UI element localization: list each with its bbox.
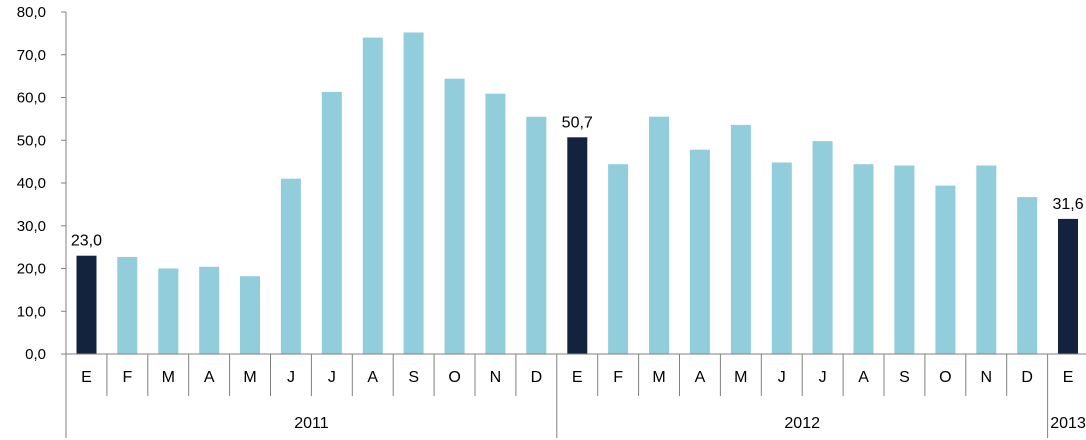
category-label: F — [613, 369, 623, 386]
y-tick-label: 70,0 — [17, 47, 46, 64]
category-label: D — [1021, 369, 1033, 386]
category-label: J — [819, 369, 827, 386]
bar — [280, 178, 301, 354]
category-label: J — [778, 369, 786, 386]
x-axis: E F M A M J J A S O N D E F M A M J J A S O N D E 2011 2012 2013 — [65, 353, 1086, 438]
category-label: O — [939, 369, 951, 386]
data-label: 23,0 — [71, 233, 102, 250]
bar — [730, 124, 751, 355]
year-label: 2012 — [784, 415, 820, 432]
bar — [812, 141, 833, 354]
y-tick-label: 80,0 — [17, 4, 46, 21]
category-label: S — [408, 369, 419, 386]
bar — [853, 164, 874, 354]
y-tick-label: 50,0 — [17, 132, 46, 149]
category-label: M — [652, 369, 665, 386]
data-label: 31,6 — [1052, 196, 1083, 213]
y-tick-label: 0,0 — [25, 346, 46, 363]
category-label: E — [572, 369, 583, 386]
highlight-bar — [567, 137, 588, 354]
bar — [240, 276, 260, 354]
bar — [935, 185, 956, 354]
category-label: M — [734, 369, 747, 386]
y-tick-label: 40,0 — [17, 175, 46, 192]
bars — [76, 32, 1078, 355]
bar — [526, 116, 547, 354]
category-label: E — [81, 369, 92, 386]
y-tick-label: 20,0 — [17, 261, 46, 278]
bar — [117, 257, 138, 354]
bar — [444, 78, 465, 354]
category-label: J — [328, 369, 336, 386]
category-label: A — [858, 369, 869, 386]
bar — [689, 149, 710, 354]
category-label: E — [1063, 369, 1074, 386]
y-tick-label: 30,0 — [17, 218, 46, 235]
data-label: 50,7 — [562, 114, 593, 131]
bar — [199, 266, 220, 354]
category-label: A — [695, 369, 706, 386]
category-label: O — [448, 369, 460, 386]
bar — [362, 37, 383, 354]
category-label: A — [204, 369, 215, 386]
highlight-bar — [76, 255, 97, 354]
y-axis: 0,0 10,0 20,0 30,0 40,0 50,0 60,0 70,0 80,0 — [17, 4, 67, 363]
data-labels: 23,0 50,7 31,6 — [71, 114, 1084, 249]
y-tick-label: 10,0 — [17, 303, 46, 320]
bar — [608, 164, 629, 354]
bar — [321, 91, 342, 355]
category-label: A — [367, 369, 378, 386]
bar — [1017, 197, 1038, 354]
highlight-bar — [1058, 218, 1078, 354]
category-label: M — [162, 369, 175, 386]
bar — [894, 165, 915, 354]
category-label: J — [287, 369, 295, 386]
bar — [976, 165, 997, 354]
year-label: 2011 — [294, 415, 329, 432]
bar — [649, 116, 669, 354]
bar — [485, 93, 506, 354]
category-label: N — [980, 369, 992, 386]
category-label: N — [490, 369, 502, 386]
bar — [403, 32, 424, 354]
bar — [771, 162, 792, 354]
category-label: S — [899, 369, 910, 386]
y-tick-label: 60,0 — [17, 90, 46, 107]
category-label: D — [531, 369, 543, 386]
category-label: F — [122, 369, 132, 386]
year-label: 2013 — [1050, 415, 1086, 432]
category-label: M — [243, 369, 256, 386]
bar — [158, 268, 179, 354]
